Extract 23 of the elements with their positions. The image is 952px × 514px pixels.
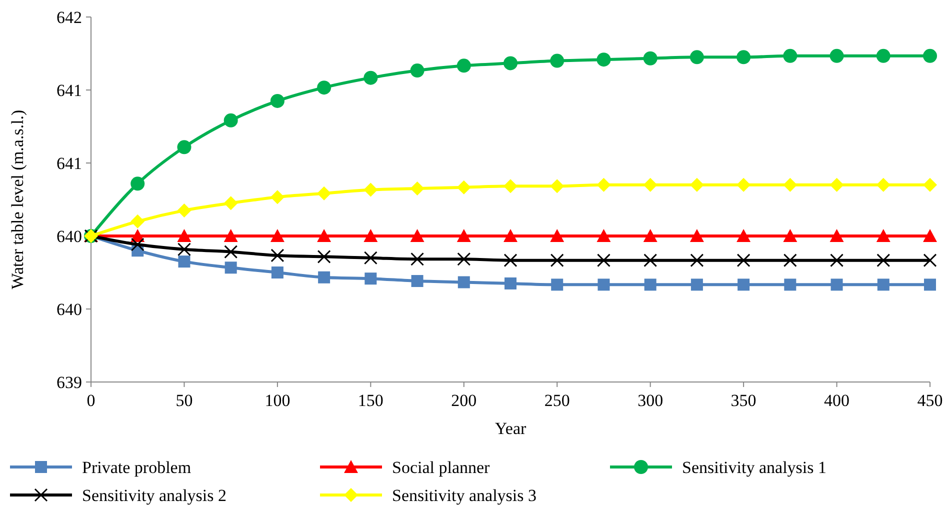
- x-tick-label: 300: [638, 391, 664, 410]
- x-tick-label: 250: [544, 391, 570, 410]
- y-tick-label: 640: [56, 226, 82, 246]
- x-tick-label: 100: [264, 391, 290, 410]
- x-tick-label: 50: [176, 391, 193, 410]
- y-tick-label: 640: [56, 300, 82, 319]
- legend-label: Private problem: [82, 458, 192, 477]
- y-axis-title: Water table level (m.a.s.l.): [8, 110, 27, 290]
- x-tick-label: 350: [730, 391, 756, 410]
- legend-label: Sensitivity analysis 3: [392, 486, 536, 505]
- legend-label: Social planner: [392, 458, 490, 477]
- x-axis-title: Year: [494, 419, 526, 438]
- x-tick-label: 150: [358, 391, 384, 410]
- y-tick-label: 641: [56, 80, 82, 100]
- x-tick-label: 450: [917, 391, 943, 410]
- x-tick-label: 0: [86, 391, 96, 410]
- legend-label: Sensitivity analysis 2: [82, 486, 226, 505]
- x-tick-label: 400: [824, 391, 850, 410]
- legend-label: Sensitivity analysis 1: [682, 458, 826, 477]
- y-tick-label: 639: [56, 372, 82, 392]
- x-tick-label: 200: [451, 391, 477, 410]
- y-tick-label: 641: [56, 154, 82, 173]
- y-tick-label: 642: [56, 8, 82, 27]
